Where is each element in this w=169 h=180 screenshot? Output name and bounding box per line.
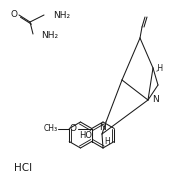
Text: ,H: ,H xyxy=(156,64,164,73)
Text: NH₂: NH₂ xyxy=(41,30,58,39)
Text: CH₃: CH₃ xyxy=(44,124,58,133)
Text: O: O xyxy=(69,124,76,133)
Text: HCl: HCl xyxy=(14,163,32,173)
Text: N: N xyxy=(99,123,105,132)
Text: HO: HO xyxy=(79,130,92,140)
Text: H: H xyxy=(104,136,110,145)
Text: O: O xyxy=(10,10,18,19)
Text: N: N xyxy=(152,94,159,103)
Text: NH₂: NH₂ xyxy=(53,10,70,19)
